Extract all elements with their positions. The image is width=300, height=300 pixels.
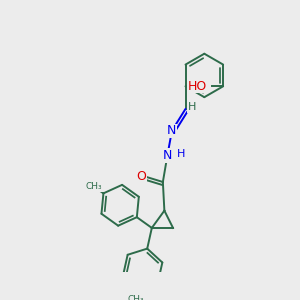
Text: N: N [167,124,177,137]
Text: H: H [188,102,196,112]
Text: CH₃: CH₃ [86,182,103,191]
Text: HO: HO [187,80,206,93]
Text: H: H [177,149,185,159]
Text: O: O [136,170,146,183]
Text: CH₃: CH₃ [128,295,144,300]
Text: N: N [163,149,172,162]
